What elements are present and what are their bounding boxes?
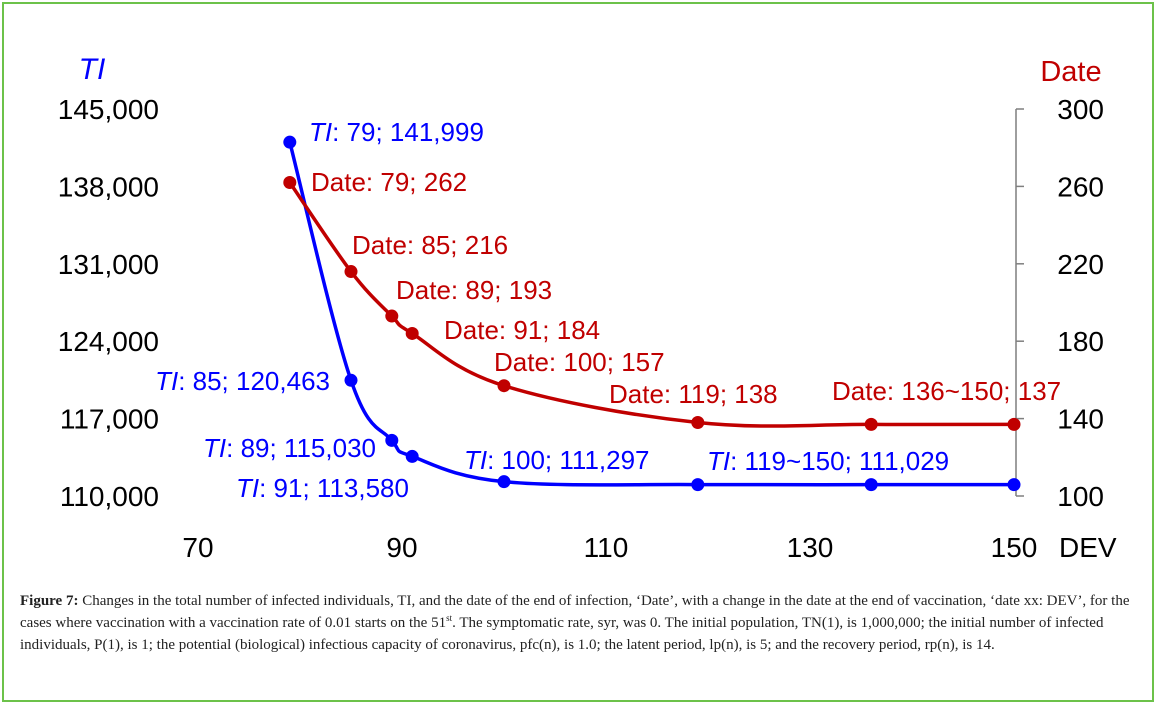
date-point — [864, 417, 878, 431]
left-y-tick-label: 138,000 — [58, 171, 159, 202]
right-y-tick-label: 220 — [1057, 249, 1104, 280]
ti-point — [283, 135, 297, 149]
caption-text-2: . The symptomatic rate, syr, was 0. The … — [20, 615, 1104, 653]
ti-point — [1007, 478, 1021, 492]
date-data-label: Date: 136~150; 137 — [832, 376, 1061, 406]
x-tick-label: 150 — [991, 532, 1038, 563]
left-y-tick-label: 110,000 — [60, 481, 159, 512]
ti-point — [405, 449, 419, 463]
ti-point — [497, 475, 511, 489]
date-point — [691, 415, 705, 429]
right-y-tick-label: 140 — [1057, 404, 1104, 435]
x-tick-label: 130 — [787, 532, 834, 563]
ti-point — [385, 433, 399, 447]
x-tick-label: 90 — [386, 532, 417, 563]
ti-data-label: TI: 119~150; 111,029 — [707, 446, 949, 476]
date-point — [497, 379, 511, 393]
ti-data-label: TI: 89; 115,030 — [203, 433, 376, 463]
left-y-tick-label: 145,000 — [58, 94, 159, 125]
x-tick-label: 70 — [182, 532, 213, 563]
caption-label: Figure 7: — [20, 593, 79, 609]
date-data-label: Date: 91; 184 — [444, 315, 600, 345]
ti-series-line — [288, 141, 1014, 487]
right-y-tick-label: 100 — [1057, 481, 1104, 512]
ti-point — [864, 478, 878, 492]
date-point — [1007, 417, 1021, 431]
date-point — [283, 176, 297, 190]
date-point — [385, 309, 399, 323]
ti-data-label: TI: 100; 111,297 — [464, 445, 650, 475]
date-data-label: Date: 100; 157 — [494, 347, 665, 377]
figure-caption: Figure 7: Changes in the total number of… — [20, 590, 1148, 656]
date-data-label: Date: 79; 262 — [311, 167, 467, 197]
date-point — [344, 265, 358, 279]
right-y-tick-label: 180 — [1057, 326, 1104, 357]
right-y-tick-label: 300 — [1057, 94, 1104, 125]
ti-data-label: TI: 91; 113,580 — [236, 473, 409, 503]
ti-point — [344, 373, 358, 387]
ti-data-label: TI: 79; 141,999 — [309, 117, 484, 147]
chart: 145,000 138,000 131,000 124,000 117,000 110,0… — [58, 53, 1117, 563]
ti-data-label: TI: 85; 120,463 — [155, 366, 330, 396]
date-data-label: Date: 119; 138 — [609, 379, 778, 409]
date-data-label: Date: 85; 216 — [352, 230, 508, 260]
left-y-tick-label: 124,000 — [58, 326, 159, 357]
right-axis-title: Date — [1040, 56, 1101, 88]
x-axis-title: DEV — [1059, 532, 1117, 563]
date-data-label: Date: 89; 193 — [396, 275, 552, 305]
ti-point — [691, 478, 705, 492]
date-point — [405, 326, 419, 340]
left-y-tick-label: 131,000 — [58, 249, 159, 280]
caption-text-1: Changes in the total number of infected … — [20, 593, 1130, 631]
left-y-tick-label: 117,000 — [60, 404, 159, 435]
caption-sup: st — [446, 613, 453, 623]
x-tick-label: 110 — [584, 532, 629, 563]
right-y-tick-label: 260 — [1057, 171, 1104, 202]
left-axis-title: TI — [79, 53, 106, 86]
